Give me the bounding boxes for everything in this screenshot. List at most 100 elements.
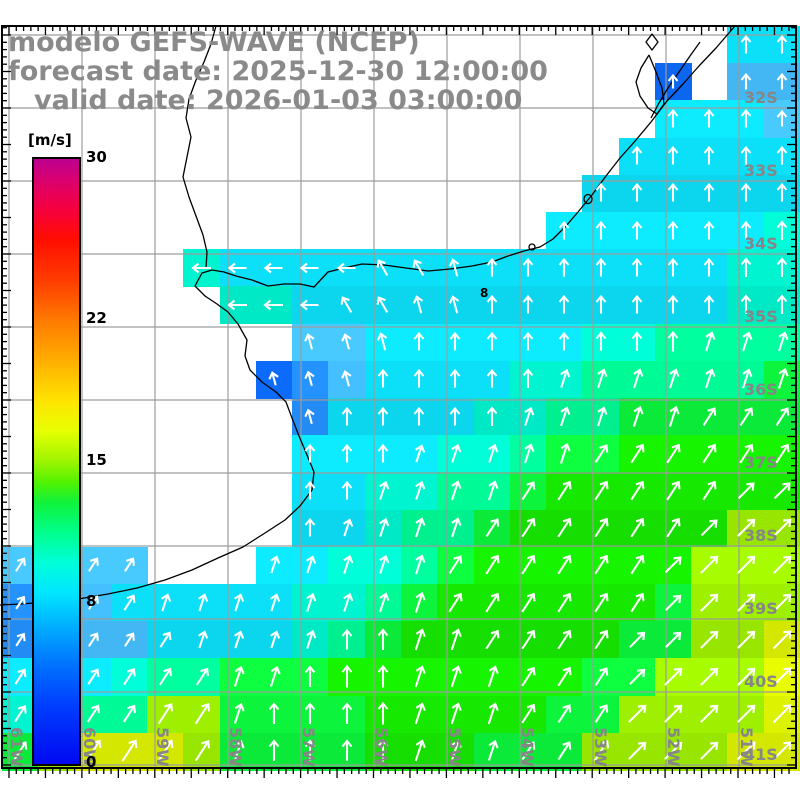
wind-arrow: [233, 703, 245, 725]
wind-arrow: [451, 702, 463, 725]
wind-arrow: [521, 666, 536, 687]
wind-arrow: [341, 702, 352, 725]
colorbar-gradient: [32, 157, 81, 766]
wind-arrow: [414, 739, 426, 762]
wind-arrow: [263, 299, 284, 311]
wind-arrow: [521, 629, 536, 650]
wind-arrow: [703, 294, 715, 314]
wind-arrow: [631, 257, 643, 277]
wind-arrow: [596, 368, 607, 389]
wind-arrow: [341, 628, 352, 650]
wind-arrow: [772, 704, 792, 724]
wind-arrow: [340, 333, 352, 350]
wind-arrow: [776, 72, 788, 90]
wind-arrow: [627, 742, 647, 761]
wind-arrow: [668, 405, 680, 427]
wind-arrow: [776, 183, 788, 202]
wind-arrow: [377, 628, 389, 650]
lon-label: 61W: [7, 727, 26, 767]
wind-arrow: [667, 108, 679, 128]
wind-arrow: [269, 665, 281, 687]
wind-arrow: [270, 592, 281, 612]
wind-arrow: [740, 257, 751, 277]
lat-label: 34S: [744, 234, 778, 253]
wind-arrow: [736, 556, 755, 575]
wind-arrow: [775, 443, 790, 464]
wind-arrow: [342, 555, 353, 575]
wind-arrow: [736, 593, 755, 612]
wind-arrow: [227, 299, 247, 311]
wind-arrow: [304, 665, 316, 687]
wind-arrow: [376, 332, 388, 351]
wind-arrow: [703, 257, 715, 277]
wind-arrow: [159, 667, 173, 686]
wind-arrow: [378, 591, 390, 612]
lat-label: 37S: [744, 453, 778, 472]
wind-arrow: [521, 741, 536, 761]
wind-arrow: [14, 668, 27, 685]
wind-arrow: [596, 405, 607, 426]
wind-arrow: [595, 220, 606, 240]
wind-arrow: [703, 108, 715, 128]
wind-arrow: [664, 556, 682, 574]
wind-arrow: [306, 629, 317, 649]
wind-arrow: [631, 220, 643, 240]
wind-arrow: [15, 557, 27, 573]
wind-arrow: [631, 146, 643, 165]
wind-arrow: [702, 443, 717, 464]
wind-arrow: [195, 667, 209, 686]
wind-arrow: [341, 480, 352, 500]
wind-arrow: [593, 629, 609, 650]
wind-arrow: [595, 294, 606, 314]
wind-arrow: [376, 258, 389, 276]
wind-arrow: [630, 517, 645, 538]
wind-arrow: [700, 593, 719, 612]
wind-arrow: [415, 444, 426, 463]
wind-arrow: [450, 406, 461, 426]
wind-arrow: [524, 443, 535, 464]
wind-arrow: [415, 554, 426, 575]
wind-arrow: [736, 518, 755, 538]
lat-label: 33S: [744, 161, 778, 180]
wind-arrow: [451, 517, 462, 538]
wind-arrow: [628, 668, 646, 685]
wind-arrow: [664, 742, 683, 761]
wind-arrow: [415, 591, 426, 613]
wind-arrow: [595, 183, 606, 202]
wind-arrow: [630, 555, 645, 575]
wind-arrow: [522, 368, 534, 389]
wind-arrow: [486, 369, 497, 388]
wind-arrow: [304, 702, 316, 725]
wind-arrow: [161, 592, 172, 612]
wind-arrow: [270, 630, 281, 649]
wind-arrow: [705, 331, 716, 352]
wind-arrow: [197, 630, 208, 649]
wind-arrow: [340, 370, 352, 387]
wind-arrow: [669, 368, 680, 389]
wind-arrow: [772, 630, 792, 650]
wind-arrow: [593, 555, 609, 575]
forecast-date: forecast date: 2025-12-30 12:00:00: [8, 56, 548, 87]
wind-arrow: [777, 368, 789, 390]
wind-arrow: [376, 296, 389, 313]
wind-arrow: [593, 480, 609, 501]
wind-arrow: [776, 257, 788, 277]
lon-label: 59W: [153, 727, 172, 767]
wind-arrow: [485, 518, 499, 538]
wind-arrow: [85, 739, 102, 763]
wind-arrow: [558, 220, 570, 240]
wind-arrow: [451, 739, 463, 762]
wind-arrow: [300, 299, 319, 311]
wind-arrow: [737, 482, 755, 500]
wind-arrow: [304, 518, 316, 537]
wind-arrow: [415, 517, 426, 538]
wind-arrow: [379, 480, 390, 500]
wind-arrow: [558, 257, 570, 277]
wind-arrow: [664, 704, 683, 724]
wind-arrow: [667, 183, 679, 202]
wind-arrow: [123, 668, 136, 686]
wind-arrow: [13, 741, 28, 761]
wind-arrow: [632, 368, 644, 389]
wind-arrow: [700, 630, 719, 649]
colorbar-tick-label: 15: [86, 450, 107, 469]
